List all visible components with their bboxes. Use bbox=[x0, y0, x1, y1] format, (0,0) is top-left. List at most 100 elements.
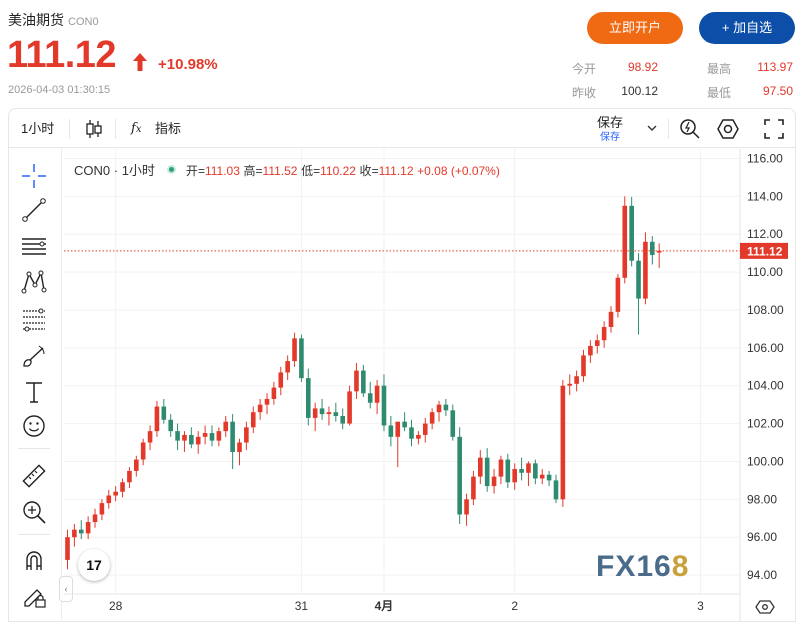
low-label: 最低 bbox=[707, 86, 732, 100]
candle-body bbox=[333, 412, 339, 416]
candle-body bbox=[161, 406, 167, 420]
candle-body bbox=[374, 385, 380, 403]
candle-body bbox=[636, 260, 641, 299]
candle-body bbox=[429, 412, 435, 424]
candle-body bbox=[250, 412, 256, 428]
chart-toolbar: 1小时 fx 指标 保存 保存 bbox=[8, 108, 796, 148]
candle-body bbox=[354, 370, 359, 392]
axis-settings-icon-shape bbox=[755, 600, 775, 614]
up-arrow-icon bbox=[133, 53, 147, 71]
legend-open: 111.03 bbox=[204, 164, 240, 178]
high-value: 113.97 bbox=[757, 60, 793, 74]
candle-body bbox=[505, 459, 511, 483]
candle-body bbox=[484, 457, 490, 487]
crosshair-icon[interactable] bbox=[20, 162, 48, 190]
high-label: 最高 bbox=[707, 62, 732, 76]
candle-body bbox=[306, 378, 311, 418]
candle-body bbox=[140, 442, 146, 460]
brush-icon[interactable] bbox=[20, 342, 48, 370]
candle-body bbox=[546, 474, 552, 481]
candle-body bbox=[629, 205, 634, 261]
open-account-button[interactable]: 立即开户 bbox=[587, 12, 683, 44]
candle-body bbox=[244, 427, 249, 443]
x-tick-label: 4月 bbox=[375, 599, 394, 613]
collapse-toolbar-button[interactable]: ‹ bbox=[59, 576, 73, 602]
candle-body bbox=[319, 408, 325, 415]
zoom-in-icon[interactable] bbox=[20, 498, 48, 526]
y-tick-label: 96.00 bbox=[747, 530, 777, 544]
x-tick-label: 31 bbox=[295, 599, 309, 613]
candle-body bbox=[182, 434, 187, 441]
lock-drawing-icon[interactable] bbox=[20, 582, 48, 610]
candles bbox=[65, 196, 662, 570]
ruler-icon[interactable] bbox=[20, 462, 48, 490]
toolbar-divider bbox=[668, 119, 669, 139]
pattern-icon[interactable] bbox=[20, 268, 48, 296]
axis-settings-icon[interactable] bbox=[755, 600, 775, 614]
fx168-watermark: FX168 bbox=[596, 550, 690, 583]
candle-body bbox=[656, 250, 662, 253]
candle-body bbox=[195, 436, 201, 445]
candle-body bbox=[533, 463, 538, 479]
y-tick-label: 102.00 bbox=[747, 417, 784, 431]
candle-type-icon[interactable] bbox=[85, 119, 103, 139]
y-tick-label: 110.00 bbox=[747, 265, 783, 279]
open-label: 今开 bbox=[572, 62, 597, 76]
last-price: 111.12 bbox=[7, 34, 117, 76]
legend-close-label: 收 bbox=[359, 164, 372, 178]
legend-open-label: 开 bbox=[185, 164, 198, 178]
trend-line-icon[interactable] bbox=[20, 196, 48, 224]
legend-high: 111.52 bbox=[262, 164, 298, 178]
fullscreen-icon[interactable] bbox=[764, 119, 784, 139]
candle-body bbox=[608, 311, 614, 327]
quick-search-icon[interactable] bbox=[679, 118, 701, 140]
add-watchlist-button[interactable]: + 加自选 bbox=[699, 12, 795, 44]
candle-body bbox=[237, 442, 242, 452]
y-tick-label: 116.00 bbox=[747, 151, 783, 165]
candle-body bbox=[271, 387, 277, 399]
legend-symbol: CON0 bbox=[74, 163, 111, 178]
candle-body bbox=[457, 436, 462, 515]
indicators-button[interactable]: 指标 bbox=[155, 121, 182, 136]
x-tick-label: 28 bbox=[109, 599, 123, 613]
candle-body bbox=[588, 345, 593, 356]
chevron-down-icon[interactable] bbox=[647, 123, 657, 133]
emoji-icon[interactable] bbox=[20, 412, 48, 440]
candle-body bbox=[168, 419, 173, 432]
candle-body bbox=[278, 372, 284, 388]
candle-body bbox=[223, 421, 229, 432]
save-button[interactable]: 保存 bbox=[597, 115, 624, 130]
toolbar-divider bbox=[115, 119, 116, 139]
low-value: 97.50 bbox=[762, 84, 793, 98]
last-price-label: 111.12 bbox=[747, 244, 783, 258]
candle-body bbox=[292, 338, 297, 362]
y-tick-label: 106.00 bbox=[747, 341, 784, 355]
instrument-name: 美油期货 bbox=[8, 12, 64, 28]
candle-body bbox=[72, 529, 77, 538]
candle-body bbox=[340, 416, 345, 424]
candle-body bbox=[478, 457, 483, 477]
interval-selector[interactable]: 1小时 bbox=[21, 121, 55, 136]
candle-body bbox=[471, 476, 476, 500]
save-subtitle: 保存 bbox=[600, 132, 620, 143]
candle-body bbox=[553, 480, 559, 500]
grid-lines bbox=[64, 149, 740, 594]
candle-body bbox=[257, 404, 263, 413]
candle-body bbox=[113, 491, 118, 496]
candle-body bbox=[347, 391, 352, 424]
market-status-icon bbox=[166, 165, 176, 174]
candle-body bbox=[643, 241, 648, 299]
candle-body bbox=[443, 404, 449, 411]
y-tick-label: 94.00 bbox=[747, 568, 777, 582]
candle-body bbox=[381, 385, 387, 426]
candle-body bbox=[367, 393, 373, 403]
legend-low-label: 低 bbox=[301, 164, 314, 178]
fib-retracement-icon[interactable] bbox=[20, 306, 48, 334]
function-icon[interactable]: fx bbox=[131, 121, 142, 136]
magnet-icon[interactable] bbox=[20, 546, 48, 574]
text-tool-icon[interactable] bbox=[20, 378, 48, 406]
tradingview-logo[interactable]: 17 bbox=[78, 549, 110, 581]
settings-icon[interactable] bbox=[717, 118, 739, 140]
horizontal-lines-icon[interactable] bbox=[20, 232, 48, 260]
